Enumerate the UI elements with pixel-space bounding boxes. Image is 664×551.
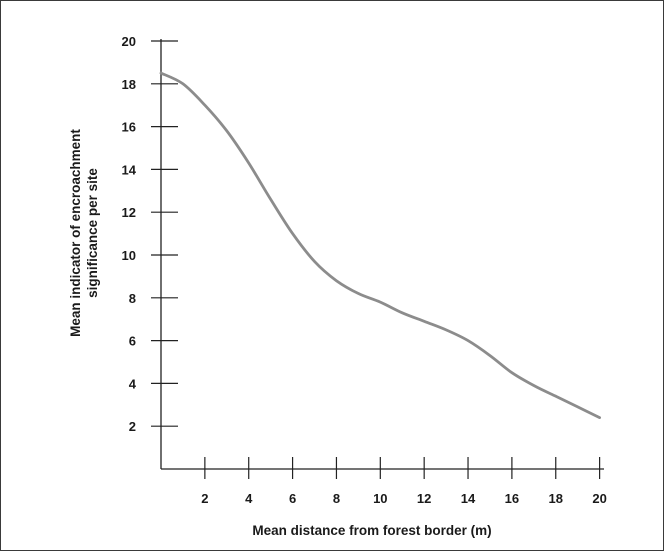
y-axis-title-line-2: significance per site bbox=[85, 168, 100, 298]
y-tick-label: 18 bbox=[122, 77, 136, 92]
x-tick-label: 18 bbox=[549, 491, 563, 506]
x-axis-title: Mean distance from forest border (m) bbox=[252, 523, 491, 538]
x-tick-label: 20 bbox=[592, 491, 606, 506]
x-tick-label: 16 bbox=[505, 491, 519, 506]
ticks: 2 4 6 8 10 12 14 16 18 20 2 4 6 8 10 12 14 16 18 20 bbox=[122, 34, 607, 506]
series-line bbox=[159, 71, 601, 419]
x-tick-label: 10 bbox=[373, 491, 387, 506]
y-tick-label: 20 bbox=[122, 34, 136, 49]
y-tick-label: 10 bbox=[122, 248, 136, 263]
x-tick-label: 8 bbox=[333, 491, 340, 506]
y-tick-label: 8 bbox=[129, 291, 136, 306]
x-tick-label: 6 bbox=[289, 491, 296, 506]
y-tick-label: 12 bbox=[122, 205, 136, 220]
x-tick-label: 2 bbox=[201, 491, 208, 506]
x-tick-label: 4 bbox=[245, 491, 253, 506]
y-tick-label: 16 bbox=[122, 120, 136, 135]
y-tick-label: 2 bbox=[129, 419, 136, 434]
y-tick-label: 14 bbox=[122, 162, 137, 177]
x-tick-label: 14 bbox=[461, 491, 476, 506]
axes bbox=[160, 39, 604, 470]
y-axis-title-line-1: Mean indicator of encroachment bbox=[68, 129, 83, 337]
series-layer bbox=[159, 71, 601, 419]
x-tick-label: 12 bbox=[417, 491, 431, 506]
y-tick-label: 6 bbox=[129, 334, 136, 349]
y-tick-label: 4 bbox=[129, 376, 137, 391]
